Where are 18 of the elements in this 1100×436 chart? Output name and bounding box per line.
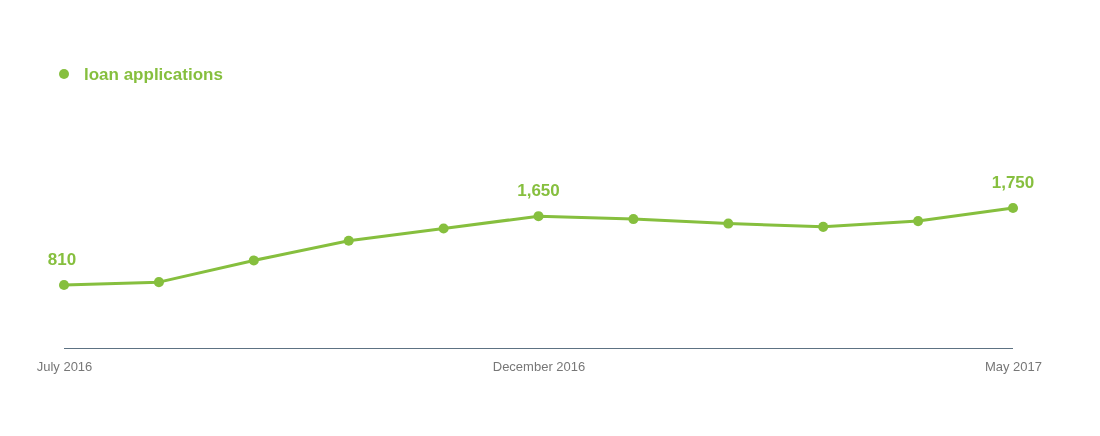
point	[248, 255, 259, 266]
point	[818, 221, 829, 232]
point	[913, 216, 924, 227]
data-label: 1,750	[991, 173, 1035, 192]
point	[1007, 202, 1019, 214]
point	[533, 211, 544, 222]
x-tick-label: May 2017	[984, 359, 1043, 375]
legend-label: loan applications	[84, 65, 223, 84]
x-tick-label: December 2016	[492, 359, 586, 375]
point	[58, 279, 70, 291]
point	[343, 235, 354, 246]
point	[723, 218, 734, 229]
data-label: 810	[47, 250, 77, 269]
data-label: 1,650	[517, 181, 560, 201]
x-tick-label: July 2016	[36, 359, 93, 375]
point	[153, 277, 164, 288]
point	[628, 214, 639, 225]
point	[438, 223, 449, 234]
